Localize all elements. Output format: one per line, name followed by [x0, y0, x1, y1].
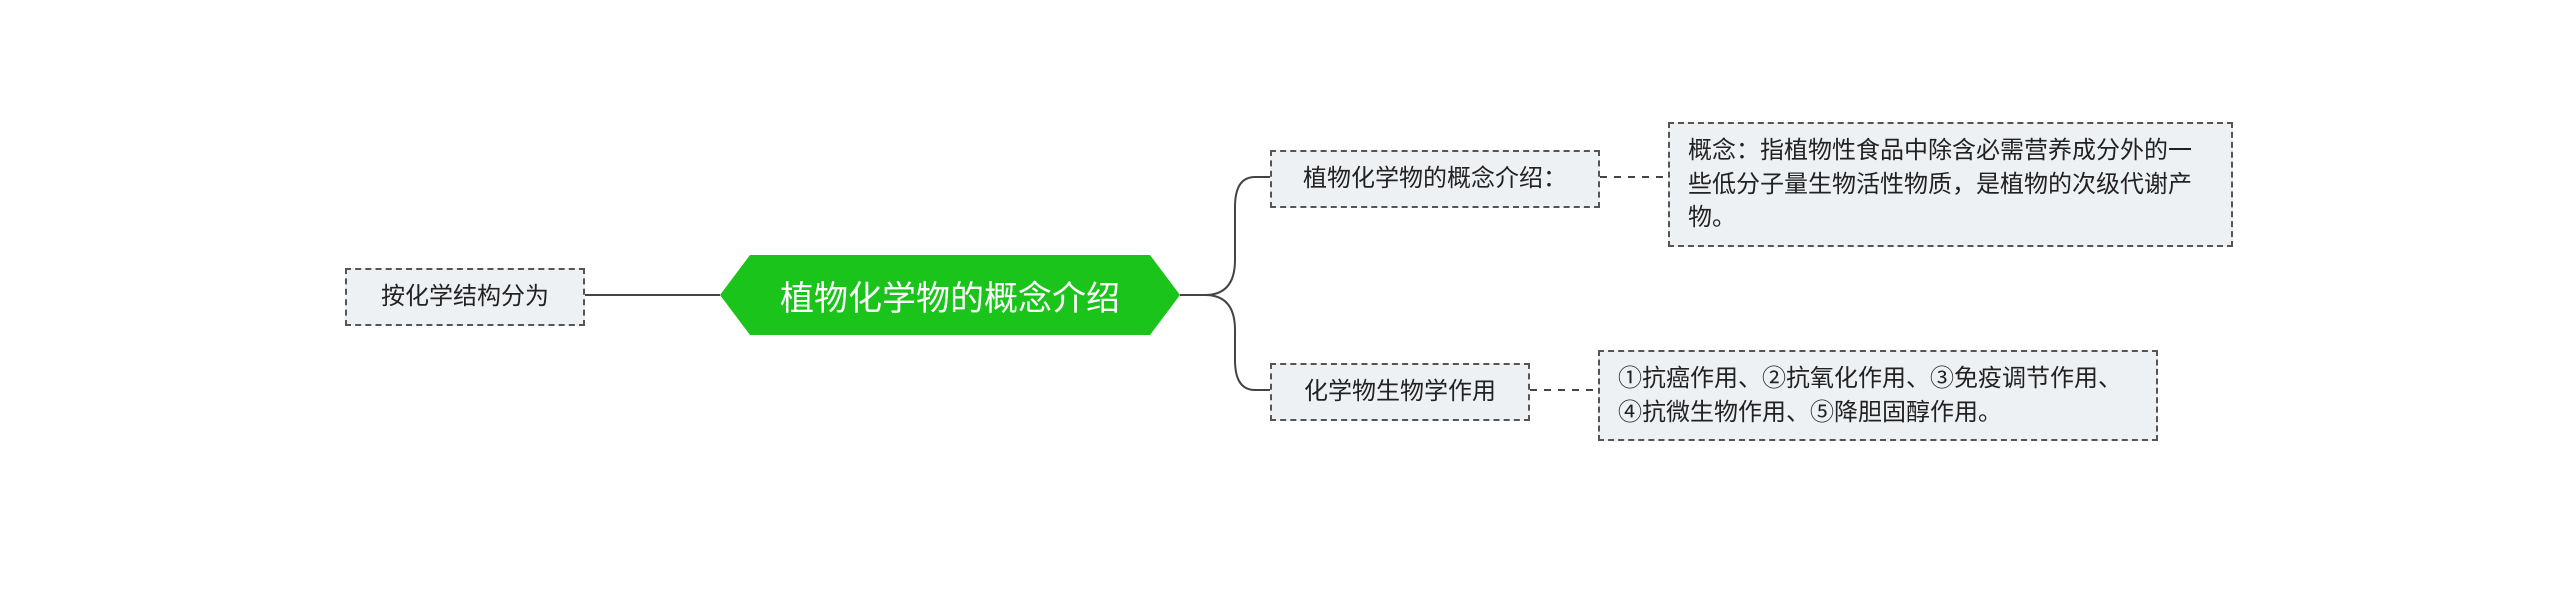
right-node-2-child-label: ①抗癌作用、②抗氧化作用、③免疫调节作用、④抗微生物作用、⑤降胆固醇作用。 — [1618, 362, 2138, 429]
center-node-label: 植物化学物的概念介绍 — [780, 271, 1120, 320]
right-node-1-child: 概念：指植物性食品中除含必需营养成分外的一些低分子量生物活性物质，是植物的次级代… — [1668, 122, 2233, 247]
right-node-2-child: ①抗癌作用、②抗氧化作用、③免疫调节作用、④抗微生物作用、⑤降胆固醇作用。 — [1598, 350, 2158, 441]
right-node-1: 植物化学物的概念介绍： — [1270, 150, 1600, 208]
right-node-1-child-label: 概念：指植物性食品中除含必需营养成分外的一些低分子量生物活性物质，是植物的次级代… — [1688, 134, 2213, 235]
center-node: 植物化学物的概念介绍 — [720, 255, 1180, 335]
right-node-2-label: 化学物生物学作用 — [1304, 375, 1496, 409]
left-node-label: 按化学结构分为 — [381, 280, 549, 314]
right-node-2: 化学物生物学作用 — [1270, 363, 1530, 421]
right-node-1-label: 植物化学物的概念介绍： — [1303, 162, 1567, 196]
left-node: 按化学结构分为 — [345, 268, 585, 326]
